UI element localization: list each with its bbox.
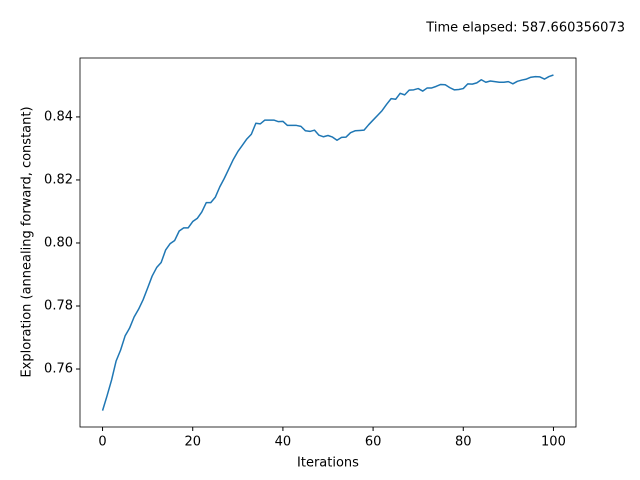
x-tick-label: 0	[98, 435, 106, 450]
x-tick-label: 60	[365, 435, 382, 450]
y-tick-label: 0.78	[44, 298, 73, 313]
line	[101, 74, 554, 411]
y-tick-label: 0.76	[44, 362, 73, 377]
y-tick-label: 0.80	[44, 235, 73, 250]
x-axis-label: Iterations	[297, 456, 359, 471]
y-tick-label: 0.82	[44, 172, 73, 187]
annotation: Time elapsed: 587.660356073	[425, 21, 625, 36]
x-tick-label: 40	[275, 435, 292, 450]
x-tick-label: 100	[541, 435, 566, 450]
y-axis-label: Exploration (annealing forward, constant…	[20, 106, 35, 377]
y-tick-label: 0.84	[44, 109, 73, 124]
axes-frame	[79, 57, 577, 428]
x-tick-label: 20	[184, 435, 201, 450]
x-tick-label: 80	[455, 435, 472, 450]
